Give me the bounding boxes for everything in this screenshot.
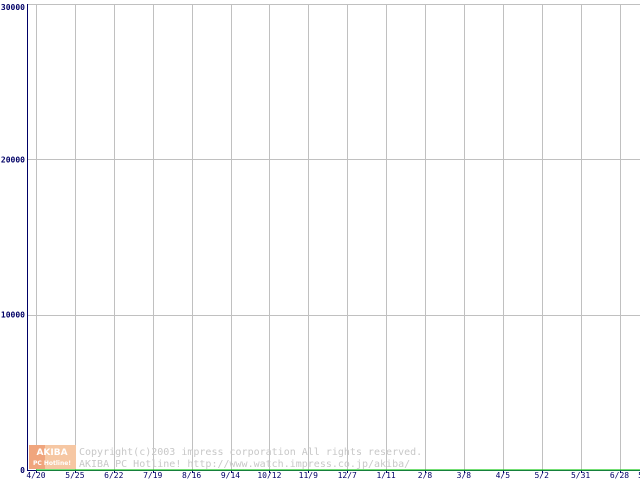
series-layer — [36, 469, 640, 471]
x-tick-label: 4/5 — [496, 471, 511, 480]
x-tick-label: 12/7 — [338, 471, 357, 480]
x-tick-label: 2/8 — [418, 471, 433, 480]
x-tick-label: 6/28 — [610, 471, 629, 480]
y-tick-label: 10000 — [1, 311, 25, 320]
x-tick-label: 7/19 — [143, 471, 162, 480]
copyright-line: Copyright(c)2003 impress corporation All… — [79, 447, 422, 458]
x-tick-label: 6/22 — [104, 471, 123, 480]
x-tick-label: 3/8 — [457, 471, 472, 480]
x-tick-label: 9/14 — [221, 471, 240, 480]
y-tick-label: 30000 — [1, 3, 25, 12]
x-tick-label: 5/2 — [534, 471, 549, 480]
x-tick-label: 5/25 — [65, 471, 84, 480]
grid-lines — [27, 4, 640, 470]
x-tick-label: 5/31 — [571, 471, 590, 480]
copyright-watermark: AKIBA PC Hotline! Copyright(c)2003 impre… — [29, 445, 422, 470]
akiba-logo-bottom-text: PC Hotline! — [33, 460, 71, 467]
x-tick-label: 11/9 — [299, 471, 318, 480]
x-tick-label: 4/20 — [26, 471, 45, 480]
y-tick-label: 0 — [20, 466, 25, 475]
hotline-url-line: AKIBA PC Hotline! http://www.watch.impre… — [79, 459, 410, 470]
axes — [27, 4, 640, 471]
y-axis-ticks: 0 10000 20000 30000 — [1, 3, 25, 475]
y-tick-label: 20000 — [1, 155, 25, 164]
x-axis-ticks: 4/20 5/25 6/22 7/19 8/16 9/14 10/12 11/9 12/7 1/1… — [26, 470, 640, 480]
x-tick-label: 8/16 — [182, 471, 201, 480]
akiba-logo-mark — [29, 445, 45, 469]
x-tick-label: 5 — [638, 471, 640, 480]
x-tick-label: 10/12 — [257, 471, 281, 480]
akiba-logo-top-text: AKIBA — [36, 448, 67, 458]
x-tick-label: 1/11 — [376, 471, 395, 480]
